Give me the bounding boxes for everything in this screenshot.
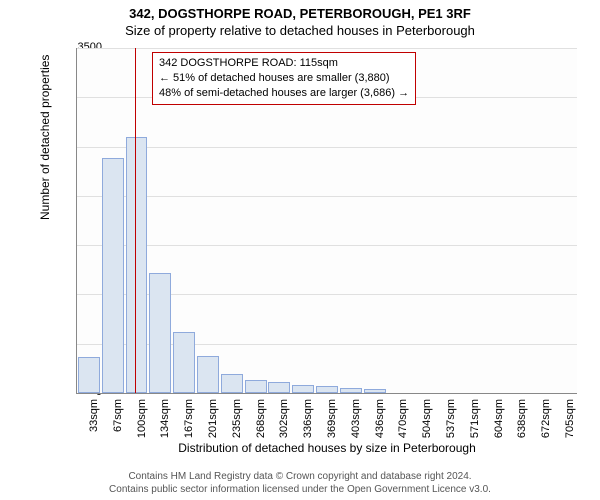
x-tick-label: 504sqm bbox=[421, 399, 433, 449]
info-box: 342 DOGSTHORPE ROAD: 115sqm ← 51% of det… bbox=[152, 52, 416, 105]
chart-container: 342, DOGSTHORPE ROAD, PETERBOROUGH, PE1 … bbox=[0, 0, 600, 500]
x-tick-label: 672sqm bbox=[540, 399, 552, 449]
page-subtitle: Size of property relative to detached ho… bbox=[0, 23, 600, 38]
x-tick-label: 403sqm bbox=[350, 399, 362, 449]
x-tick-label: 167sqm bbox=[183, 399, 195, 449]
footer: Contains HM Land Registry data © Crown c… bbox=[0, 470, 600, 496]
x-tick-label: 302sqm bbox=[278, 399, 290, 449]
info-line-2: ← 51% of detached houses are smaller (3,… bbox=[159, 71, 409, 86]
x-tick-label: 369sqm bbox=[326, 399, 338, 449]
bar bbox=[149, 273, 171, 393]
x-tick-label: 100sqm bbox=[136, 399, 148, 449]
bar bbox=[268, 382, 290, 393]
bar bbox=[292, 385, 314, 393]
bar bbox=[197, 356, 219, 393]
x-tick-label: 134sqm bbox=[159, 399, 171, 449]
bar bbox=[364, 389, 386, 393]
footer-line-2: Contains public sector information licen… bbox=[0, 483, 600, 496]
page-title: 342, DOGSTHORPE ROAD, PETERBOROUGH, PE1 … bbox=[0, 0, 600, 21]
x-tick-label: 33sqm bbox=[88, 399, 100, 449]
footer-line-1: Contains HM Land Registry data © Crown c… bbox=[0, 470, 600, 483]
x-tick-label: 604sqm bbox=[493, 399, 505, 449]
bar bbox=[245, 380, 267, 393]
marker-line bbox=[135, 48, 136, 393]
x-tick-label: 336sqm bbox=[302, 399, 314, 449]
bar bbox=[173, 332, 195, 393]
bar bbox=[316, 386, 338, 393]
bar bbox=[340, 388, 362, 393]
x-tick-label: 470sqm bbox=[397, 399, 409, 449]
info-line-3: 48% of semi-detached houses are larger (… bbox=[159, 86, 409, 101]
plot-area: 342 DOGSTHORPE ROAD: 115sqm ← 51% of det… bbox=[76, 48, 577, 394]
x-tick-label: 537sqm bbox=[445, 399, 457, 449]
chart-wrap: Number of detached properties 0500100015… bbox=[50, 48, 580, 423]
y-axis-label: Number of detached properties bbox=[38, 55, 52, 220]
x-tick-label: 638sqm bbox=[516, 399, 528, 449]
info-line-1: 342 DOGSTHORPE ROAD: 115sqm bbox=[159, 56, 409, 71]
x-tick-label: 436sqm bbox=[374, 399, 386, 449]
bar bbox=[221, 374, 243, 393]
x-tick-label: 67sqm bbox=[112, 399, 124, 449]
x-tick-label: 235sqm bbox=[231, 399, 243, 449]
bar bbox=[102, 158, 124, 393]
bar bbox=[78, 357, 100, 393]
x-tick-label: 571sqm bbox=[469, 399, 481, 449]
x-tick-label: 201sqm bbox=[207, 399, 219, 449]
x-tick-label: 705sqm bbox=[564, 399, 576, 449]
bar bbox=[126, 137, 148, 393]
x-tick-label: 268sqm bbox=[255, 399, 267, 449]
